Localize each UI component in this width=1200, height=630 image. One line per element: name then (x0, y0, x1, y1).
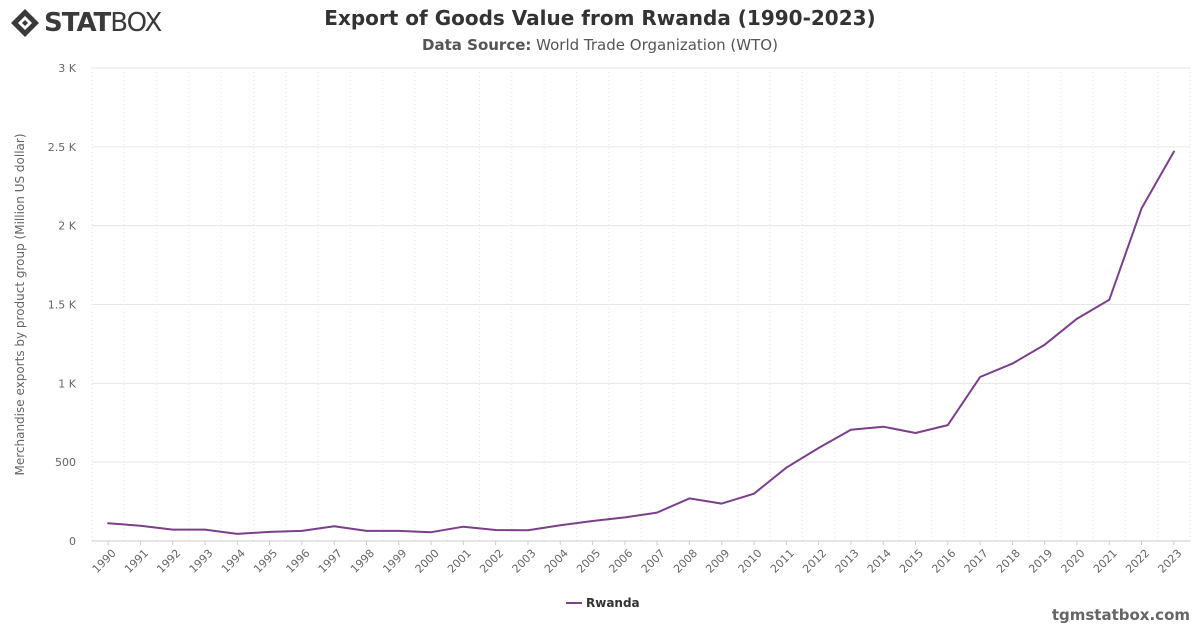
y-tick-label: 1 K (58, 377, 76, 390)
data-point (494, 528, 498, 532)
x-tick-label: 2015 (897, 547, 926, 576)
data-point (461, 525, 465, 529)
data-point (687, 496, 691, 500)
x-tick-label: 2019 (1026, 547, 1055, 576)
source-value: World Trade Organization (WTO) (536, 36, 778, 54)
y-tick-label: 2 K (58, 220, 76, 233)
x-tick-label: 1998 (348, 547, 377, 576)
data-point (268, 530, 272, 534)
x-tick-label: 1990 (90, 547, 119, 576)
data-point (1075, 317, 1079, 321)
x-tick-label: 1994 (219, 547, 248, 576)
x-tick-label: 2008 (671, 547, 700, 576)
y-axis-title: Merchandise exports by product group (Mi… (13, 133, 27, 475)
data-point (978, 375, 982, 379)
x-tick-label: 2006 (606, 547, 635, 576)
brand-logo: STATBOX (10, 6, 162, 40)
x-tick-label: 2007 (639, 547, 668, 576)
y-tick-label: 1.5 K (48, 299, 77, 312)
data-point (429, 530, 433, 534)
data-point (849, 428, 853, 432)
x-tick-label: 1992 (154, 547, 183, 576)
x-tick-label: 2009 (703, 547, 732, 576)
brand-box: BOX (110, 8, 162, 38)
x-tick-label: 2023 (1155, 547, 1184, 576)
x-tick-label: 2000 (413, 547, 442, 576)
x-tick-label: 2021 (1091, 547, 1120, 576)
data-point (558, 523, 562, 527)
data-point (138, 524, 142, 528)
data-point (1107, 298, 1111, 302)
series-layer (106, 150, 1176, 536)
legend[interactable]: Rwanda (566, 596, 640, 610)
chart-title: Export of Goods Value from Rwanda (1990-… (324, 6, 876, 30)
y-tick-label: 500 (55, 456, 76, 469)
legend-label-rwanda: Rwanda (586, 596, 640, 610)
grid-layer (91, 67, 1191, 542)
data-point (817, 446, 821, 450)
x-tick-label: 2012 (800, 547, 829, 576)
chart-subtitle: Data Source: World Trade Organization (W… (0, 36, 1200, 54)
x-tick-label: 2011 (768, 547, 797, 576)
x-tick-label: 2014 (865, 547, 894, 576)
y-tick-label: 3 K (58, 62, 76, 75)
data-point (1172, 150, 1176, 154)
data-point (752, 492, 756, 496)
watermark: tgmstatbox.com (1051, 606, 1190, 624)
data-point (1043, 343, 1047, 347)
data-point (397, 529, 401, 533)
x-tick-label: 2005 (574, 547, 603, 576)
series-line-rwanda (107, 150, 1175, 535)
data-point (720, 502, 724, 506)
x-tick-label: 2001 (445, 547, 474, 576)
data-point (526, 528, 530, 532)
data-point (1140, 206, 1144, 210)
x-tick-label: 1996 (284, 547, 313, 576)
x-tick-label: 1999 (380, 547, 409, 576)
x-tick-label: 2002 (477, 547, 506, 576)
data-point (914, 431, 918, 435)
data-point (623, 515, 627, 519)
data-point (1010, 362, 1014, 366)
data-point (332, 524, 336, 528)
x-tick-label: 2013 (833, 547, 862, 576)
data-point (591, 519, 595, 523)
data-point (106, 521, 110, 525)
y-tick-label: 2.5 K (48, 141, 77, 154)
data-point (365, 529, 369, 533)
data-point (655, 511, 659, 515)
data-point (946, 423, 950, 427)
data-point (784, 466, 788, 470)
x-tick-label: 1995 (251, 547, 280, 576)
x-tick-label: 2022 (1123, 547, 1152, 576)
x-tick-label: 2003 (510, 547, 539, 576)
x-tick-label: 2016 (929, 547, 958, 576)
x-tick-label: 2018 (994, 547, 1023, 576)
x-tick-label: 2020 (1059, 547, 1088, 576)
diamond-logo-icon (11, 9, 39, 37)
data-point (203, 528, 207, 532)
x-tick-label: 1993 (187, 547, 216, 576)
brand-wordmark: STATBOX (44, 8, 162, 38)
brand-stat: STAT (44, 8, 111, 38)
source-label: Data Source: (422, 36, 532, 54)
x-tick-label: 2017 (962, 547, 991, 576)
data-point (881, 425, 885, 429)
x-tick-label: 2010 (736, 547, 765, 576)
y-tick-label: 0 (69, 535, 76, 548)
data-point (300, 529, 304, 533)
x-tick-label: 1991 (122, 547, 151, 576)
data-point (171, 528, 175, 532)
x-tick-label: 1997 (316, 547, 345, 576)
x-tick-label: 2004 (542, 547, 571, 576)
data-point (235, 532, 239, 536)
